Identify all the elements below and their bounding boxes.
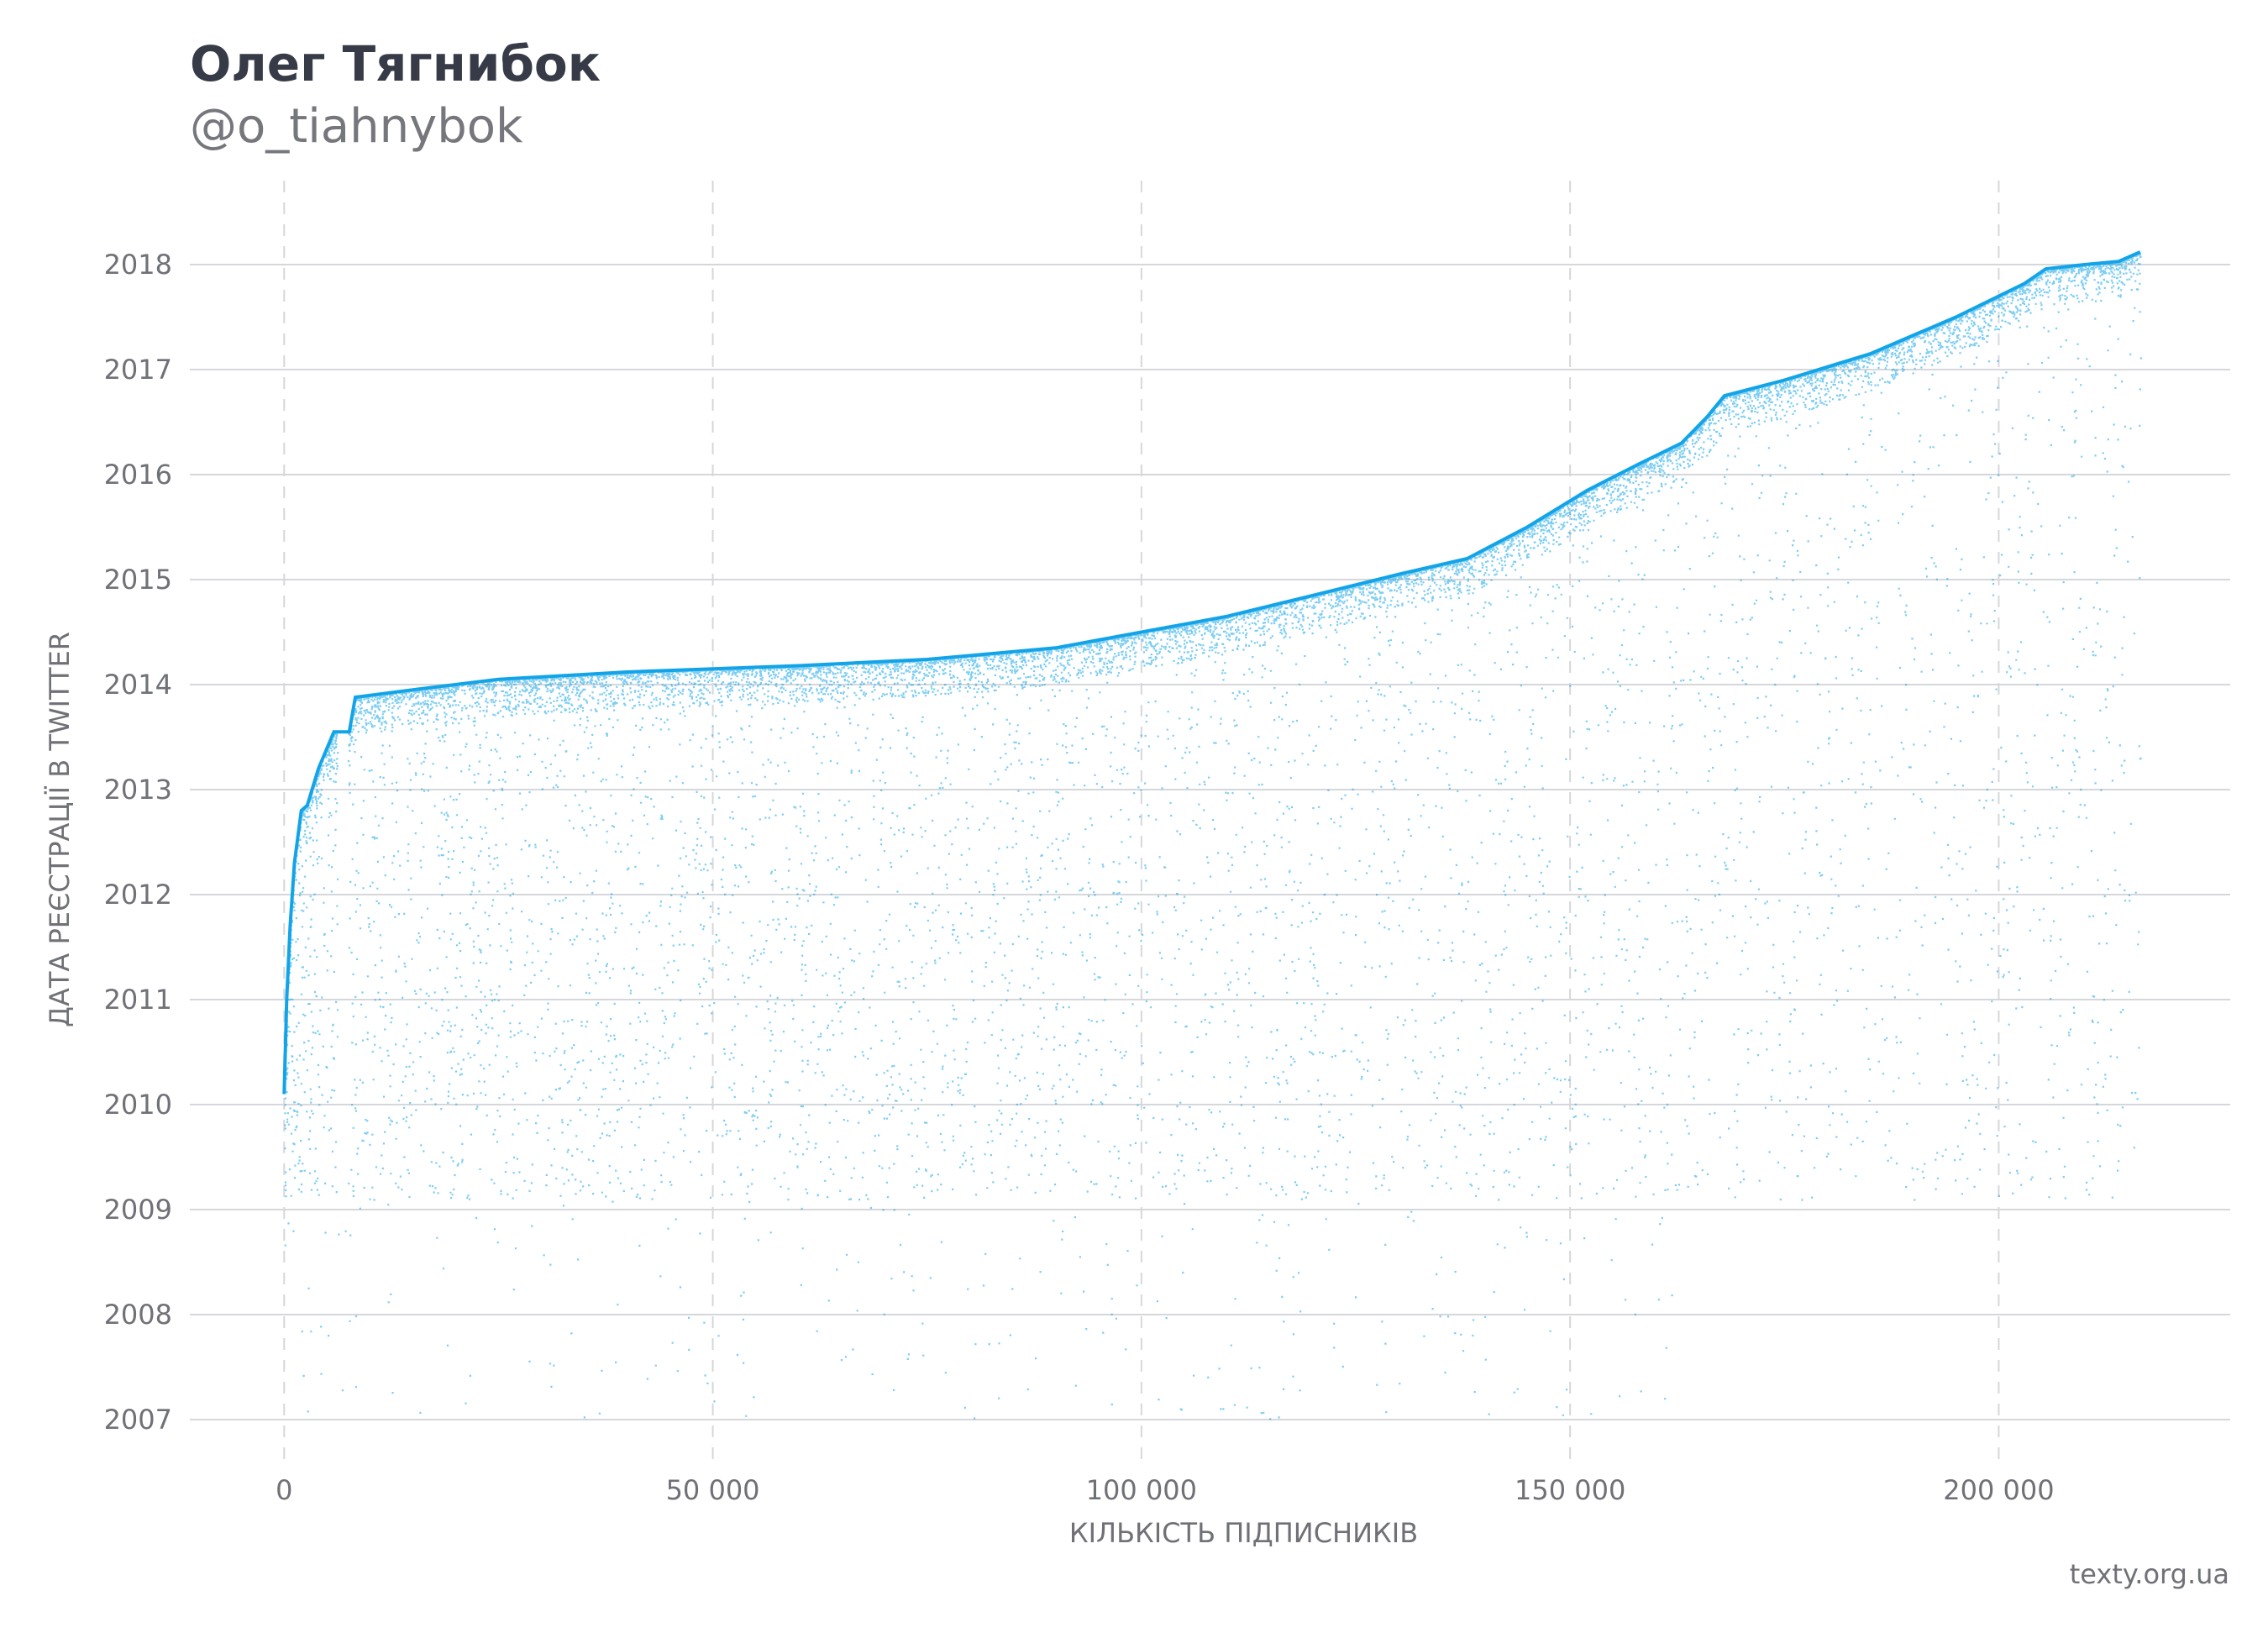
x-gridlines [283,181,2000,1462]
upper-envelope-line [282,250,2141,1095]
chart-title: Олег Тягнибок [190,35,601,92]
y-tick-label: 2014 [104,669,172,701]
scatter-points [282,250,2142,1420]
y-tick-label: 2016 [104,459,172,491]
y-tick-label: 2018 [104,249,172,281]
x-tick-label: 100 000 [1086,1474,1197,1506]
y-tick-label: 2010 [104,1089,172,1121]
y-tick-label: 2013 [104,774,172,806]
x-tick-labels: 0 50 000 100 000 150 000 200 000 [276,1474,2055,1506]
x-axis-title: КІЛЬКІСТЬ ПІДПИСНИКІВ [1069,1517,1418,1549]
y-tick-label: 2017 [104,354,172,386]
y-gridlines [190,264,2230,1420]
x-tick-label: 150 000 [1515,1474,1625,1506]
y-tick-label: 2008 [104,1299,172,1331]
source-credit: texty.org.ua [2069,1558,2229,1590]
x-tick-label: 200 000 [1943,1474,2054,1506]
x-tick-label: 50 000 [666,1474,760,1506]
y-tick-labels: 2007 2008 2009 2010 2011 2012 2013 2014 2015 2016… [104,249,172,1436]
chart-subtitle: @o_tiahnybok [190,99,523,154]
y-tick-label: 2012 [104,879,172,911]
y-axis-title: ДАТА РЕЄСТРАЦІЇ В TWITTER [44,632,76,1027]
y-tick-label: 2015 [104,564,172,596]
x-tick-label: 0 [276,1474,292,1506]
y-tick-label: 2009 [104,1194,172,1226]
scatter-point-cloud [284,252,2142,1420]
y-tick-label: 2007 [104,1404,172,1436]
y-tick-label: 2011 [104,984,172,1016]
